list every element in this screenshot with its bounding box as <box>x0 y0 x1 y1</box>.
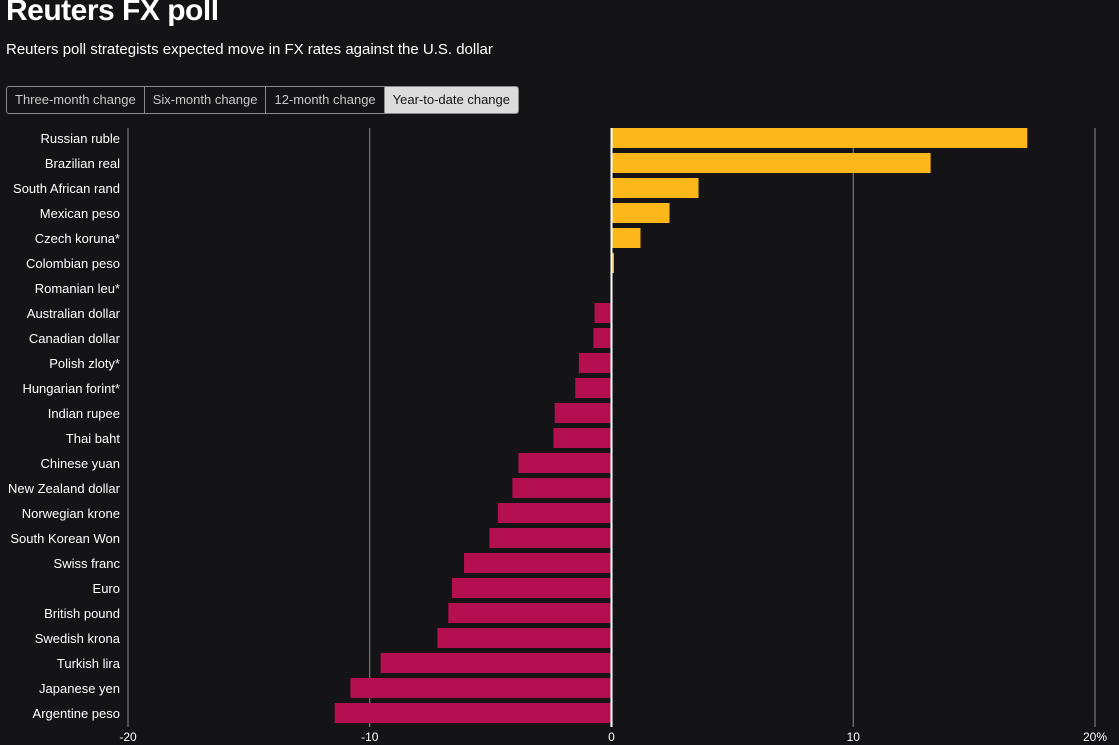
bar-swiss-franc <box>464 553 612 573</box>
bar-euro <box>451 578 612 598</box>
x-tick-label: -10 <box>361 730 379 744</box>
bar-british-pound <box>448 603 612 623</box>
period-tab-group: Three-month change Six-month change 12-m… <box>6 86 519 114</box>
category-label: Thai baht <box>66 431 121 446</box>
category-label: South African rand <box>13 181 120 196</box>
category-label: Swedish krona <box>35 631 121 646</box>
tab-12-month-change[interactable]: 12-month change <box>266 87 385 113</box>
bar-colombian-peso <box>611 253 614 273</box>
category-label: Romanian leu* <box>35 281 120 296</box>
page-title: Reuters FX poll <box>6 0 219 27</box>
category-label: Australian dollar <box>27 306 121 321</box>
bar-japanese-yen <box>350 678 612 698</box>
page-subtitle: Reuters poll strategists expected move i… <box>6 41 493 58</box>
category-label: Indian rupee <box>48 406 120 421</box>
bar-russian-ruble <box>611 128 1028 148</box>
tab-three-month-change[interactable]: Three-month change <box>7 87 145 113</box>
category-label: Polish zloty* <box>49 356 120 371</box>
category-label: Chinese yuan <box>41 456 121 471</box>
category-label: Argentine peso <box>33 706 120 721</box>
bar-turkish-lira <box>380 653 612 673</box>
category-label: Swiss franc <box>54 556 121 571</box>
category-label: Colombian peso <box>26 256 120 271</box>
category-label: Brazilian real <box>45 156 120 171</box>
bar-brazilian-real <box>611 153 931 173</box>
category-label: Japanese yen <box>39 681 120 696</box>
bar-thai-baht <box>553 428 612 448</box>
bar-australian-dollar <box>594 303 612 323</box>
category-label: Hungarian forint* <box>22 381 120 396</box>
category-label: Canadian dollar <box>29 331 121 346</box>
x-tick-label: -20 <box>119 730 137 744</box>
bar-south-korean-won <box>489 528 612 548</box>
category-label: Czech koruna* <box>35 231 120 246</box>
bar-hungarian-forint <box>575 378 612 398</box>
tab-year-to-date-change[interactable]: Year-to-date change <box>384 87 518 113</box>
x-tick-label: 10 <box>847 730 861 744</box>
category-label: British pound <box>44 606 120 621</box>
category-label: Norwegian krone <box>22 506 120 521</box>
bar-south-african-rand <box>611 178 699 198</box>
category-label: Turkish lira <box>57 656 121 671</box>
bar-czech-koruna <box>611 228 641 248</box>
category-label: Russian ruble <box>41 131 121 146</box>
bar-indian-rupee <box>554 403 612 423</box>
bar-polish-zloty <box>578 353 612 373</box>
x-tick-label: 20% <box>1083 730 1107 744</box>
x-tick-label: 0 <box>608 730 615 744</box>
tab-six-month-change[interactable]: Six-month change <box>144 87 267 113</box>
bar-swedish-krona <box>437 628 612 648</box>
bar-mexican-peso <box>611 203 670 223</box>
bar-argentine-peso <box>334 703 612 723</box>
bar-new-zealand-dollar <box>512 478 612 498</box>
category-label: New Zealand dollar <box>8 481 121 496</box>
category-label: South Korean Won <box>10 531 120 546</box>
bar-chinese-yuan <box>518 453 612 473</box>
category-label: Mexican peso <box>40 206 120 221</box>
category-label: Euro <box>93 581 120 596</box>
bar-canadian-dollar <box>593 328 612 348</box>
bar-norwegian-krone <box>497 503 612 523</box>
